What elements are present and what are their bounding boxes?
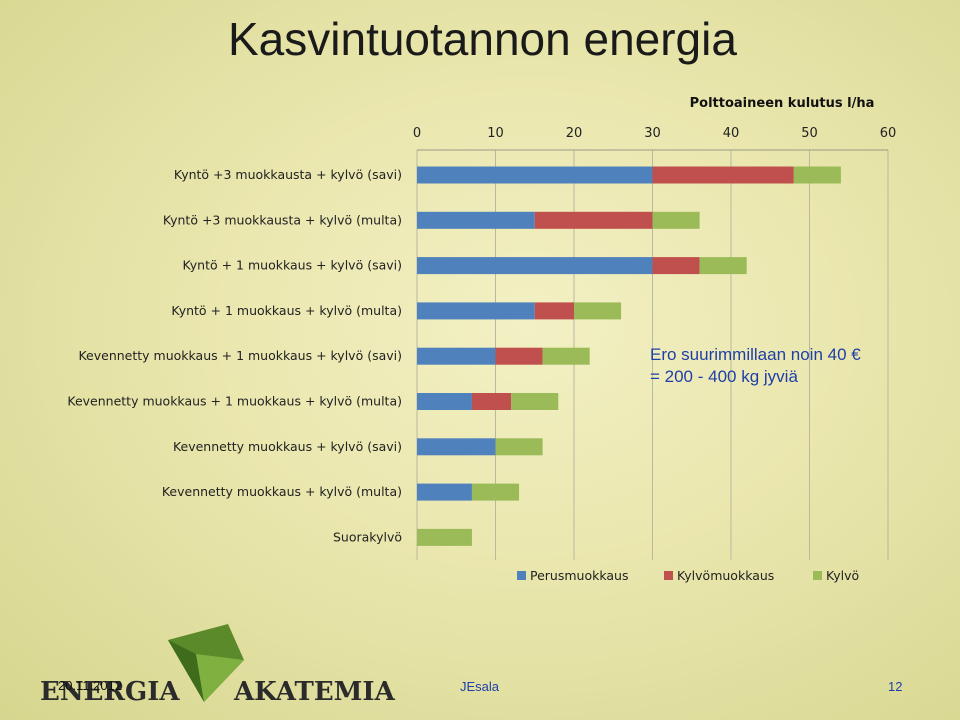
page-number: 12 (888, 679, 903, 694)
bar-segment (652, 257, 700, 275)
x-tick-label: 0 (413, 126, 421, 141)
category-label: Kevennetty muokkaus + 1 muokkaus + kylvö… (67, 394, 402, 409)
legend-label: Kylvömuokkaus (677, 568, 774, 583)
category-label: Suorakylvö (333, 529, 402, 544)
footer-author: JEsala (460, 679, 500, 694)
logo-text-right: AKATEMIA (233, 677, 396, 707)
energia-akatemia-logo: ENERGIA AKATEMIA (40, 624, 396, 707)
bar-segment (652, 211, 700, 229)
bar-segment (495, 438, 543, 456)
legend-swatch (813, 571, 822, 580)
bar-segment (417, 528, 472, 546)
bar-segment (534, 302, 574, 320)
legend-label: Kylvö (826, 568, 859, 583)
bar-segment (417, 438, 496, 456)
category-label: Kyntö + 1 muokkaus + kylvö (multa) (171, 303, 402, 318)
legend-label: Perusmuokkaus (530, 568, 628, 583)
bar-segment (542, 347, 590, 365)
legend-swatch (517, 571, 526, 580)
annotation-text: Ero suurimmillaan noin 40 € = 200 - 400 k… (650, 344, 861, 388)
x-tick-label: 20 (566, 126, 583, 141)
logo-text-left: ENERGIA (40, 677, 180, 707)
chart-legend: Perusmuokkaus Kylvömuokkaus Kylvö (517, 568, 859, 583)
annotation-line-2: = 200 - 400 kg jyviä (650, 367, 798, 386)
bar-segment (699, 257, 747, 275)
bar-segment (471, 393, 512, 410)
chart-bars (417, 166, 841, 546)
category-label: Kyntö + 1 muokkaus + kylvö (savi) (182, 258, 402, 273)
bar-segment (495, 347, 543, 365)
fuel-consumption-chart: Polttoaineen kulutus l/ha 0 10 20 30 40 50 60 … (67, 96, 896, 583)
bar-segment (417, 211, 535, 229)
bar-segment (511, 393, 559, 410)
category-label: Kyntö +3 muokkausta + kylvö (savi) (174, 167, 402, 182)
slide-title: Kasvintuotannon energia (228, 13, 737, 65)
bar-segment (417, 166, 653, 184)
bar-segment (417, 483, 472, 501)
bar-segment (417, 347, 496, 365)
x-tick-label: 50 (801, 126, 818, 141)
bar-segment (574, 302, 622, 320)
category-label: Kevennetty muokkaus + kylvö (savi) (173, 439, 402, 454)
category-label: Kevennetty muokkaus + kylvö (multa) (162, 484, 402, 499)
annotation-line-1: Ero suurimmillaan noin 40 € (650, 345, 861, 364)
x-tick-label: 40 (723, 126, 740, 141)
category-labels: Kyntö +3 muokkausta + kylvö (savi) Kyntö … (67, 167, 402, 544)
x-tick-label: 30 (644, 126, 661, 141)
legend-swatch (664, 571, 673, 580)
category-label: Kyntö +3 muokkausta + kylvö (multa) (163, 212, 402, 227)
bar-segment (417, 302, 535, 320)
bar-segment (417, 393, 472, 410)
x-tick-label: 60 (880, 126, 897, 141)
bar-segment (793, 166, 841, 184)
bar-segment (652, 166, 794, 184)
bar-segment (417, 257, 653, 275)
logo-mark-icon (168, 624, 244, 702)
bar-segment (471, 483, 520, 501)
x-axis-ticks: 0 10 20 30 40 50 60 (413, 126, 896, 141)
chart-title: Polttoaineen kulutus l/ha (690, 96, 875, 111)
footer-date: 20.11.2012 (58, 678, 123, 693)
bar-segment (534, 211, 653, 229)
category-label: Kevennetty muokkaus + 1 muokkaus + kylvö… (78, 348, 402, 363)
x-tick-label: 10 (487, 126, 504, 141)
